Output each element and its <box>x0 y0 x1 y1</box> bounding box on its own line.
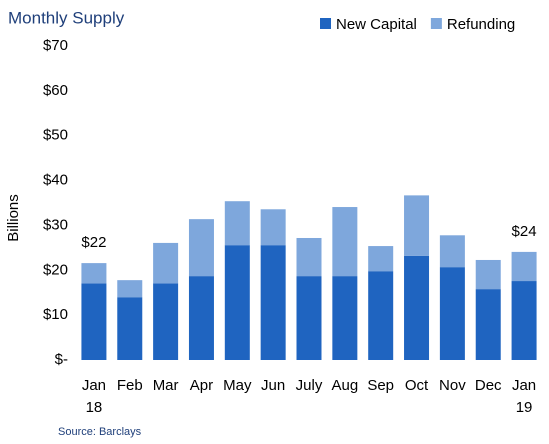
x-tick-label: July <box>296 377 323 394</box>
bar-segment <box>224 201 250 246</box>
bar-segment <box>260 245 286 360</box>
bar-segment <box>81 263 107 284</box>
x-tick-label: Jun <box>261 377 285 394</box>
legend-label: Refunding <box>447 16 515 33</box>
x-tick-label: Dec <box>475 377 502 394</box>
x-tick-label: Sep <box>367 377 394 394</box>
bar-segment <box>439 267 465 360</box>
x-tick-label: Oct <box>405 377 429 394</box>
bar-segment <box>188 219 214 277</box>
data-label: $24 <box>512 223 537 240</box>
x-tick-label: May <box>223 377 252 394</box>
x-tick-label: Apr <box>190 377 213 394</box>
y-tick-label: $20 <box>43 261 68 278</box>
data-label: $22 <box>81 234 106 251</box>
bar-segment <box>296 276 322 360</box>
y-tick-label: $70 <box>43 37 68 54</box>
bar-segment <box>153 283 179 360</box>
y-tick-label: $30 <box>43 216 68 233</box>
bar-segment <box>475 259 501 290</box>
bar-segment <box>475 289 501 360</box>
y-tick-label: $- <box>55 351 68 368</box>
bar-segment <box>439 235 465 268</box>
y-tick-label: $60 <box>43 82 68 99</box>
bar-segment <box>153 242 179 284</box>
x-tick-label: Jan 19 <box>512 377 536 416</box>
bar-segment <box>224 245 250 360</box>
bar-segment <box>81 283 107 360</box>
bar-segment <box>368 271 394 360</box>
legend-swatch <box>430 18 442 29</box>
legend-swatch <box>320 18 331 29</box>
bar-segment <box>188 276 214 360</box>
bar-segment <box>511 251 537 282</box>
y-tick-label: $10 <box>43 306 68 323</box>
y-tick-label: $40 <box>43 172 68 189</box>
bar-segment <box>511 281 537 360</box>
bar-segment <box>117 297 143 360</box>
bar-segment <box>332 207 358 277</box>
x-tick-label: Nov <box>439 377 466 394</box>
source: Source: Barclays <box>58 426 142 438</box>
bar-segment <box>404 195 430 256</box>
bar-segment <box>260 209 286 246</box>
bar-segment <box>117 280 143 298</box>
x-tick-label: Mar <box>153 377 179 394</box>
bar-segment <box>332 276 358 360</box>
y-tick-label: $50 <box>43 127 68 144</box>
x-tick-label: Jan 18 <box>82 377 106 416</box>
bar-segment <box>296 237 322 277</box>
legend-label: New Capital <box>336 16 417 33</box>
y-axis-label: Billions <box>5 194 22 242</box>
bar-segment <box>404 255 430 360</box>
x-tick-label: Aug <box>331 377 358 394</box>
x-tick-label: Feb <box>117 377 143 394</box>
chart-title: Monthly Supply <box>8 8 125 27</box>
bar-segment <box>368 246 394 272</box>
